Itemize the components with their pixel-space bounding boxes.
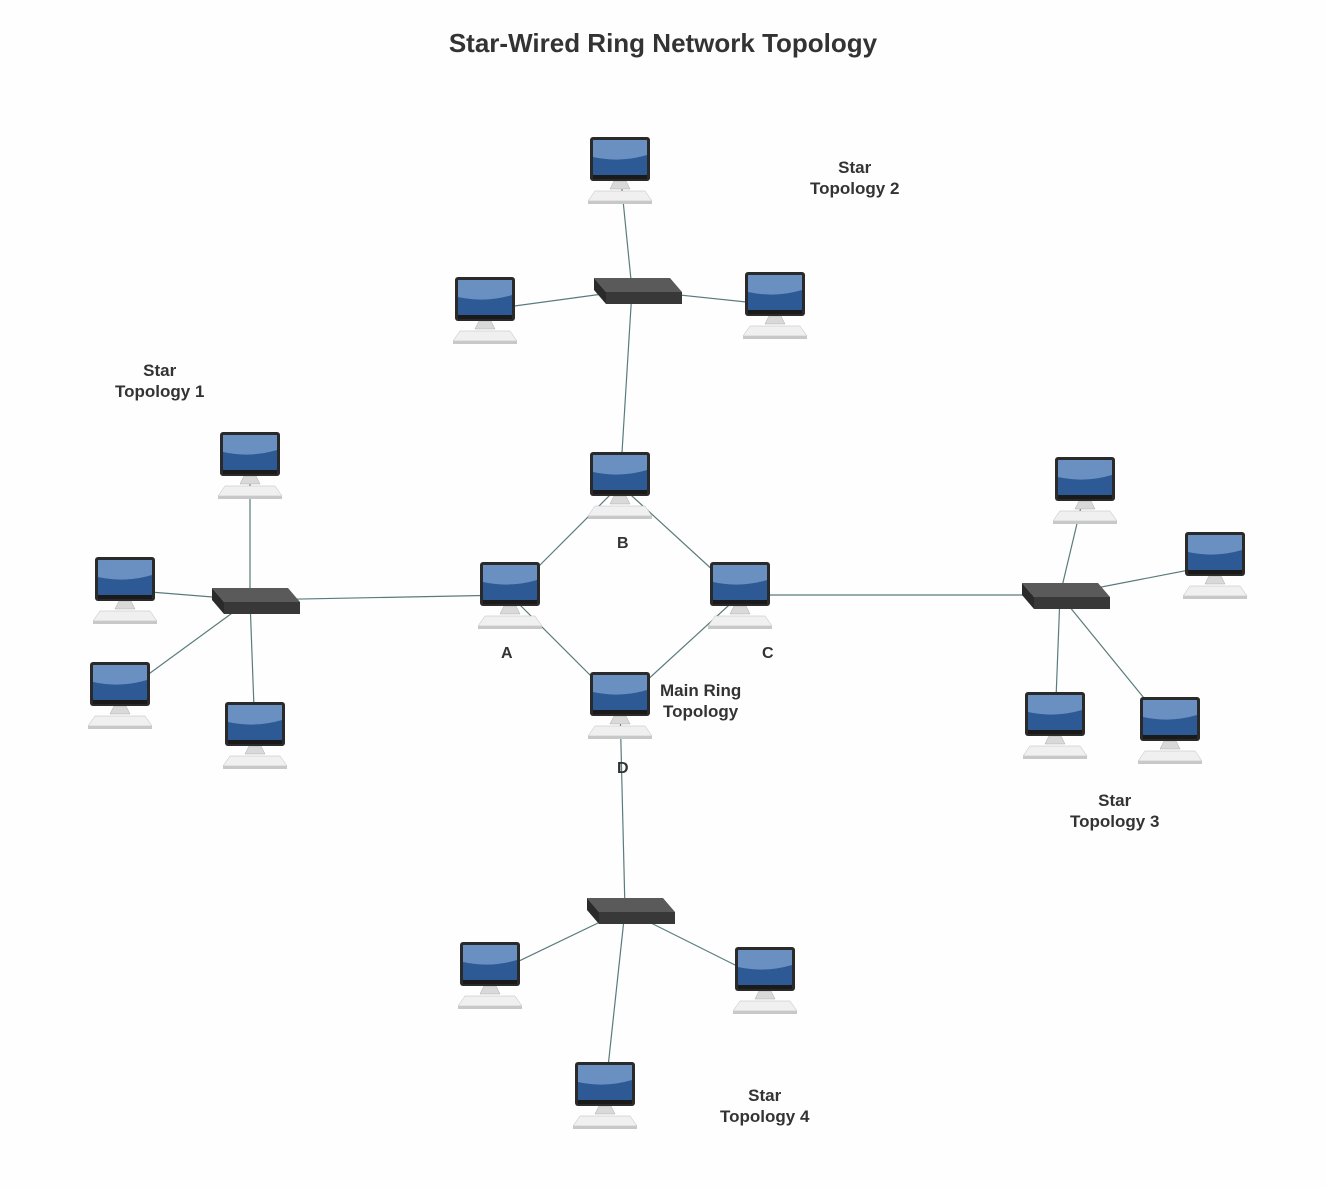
star4-computer-0 (450, 940, 530, 1010)
star2-label: Star Topology 2 (810, 157, 899, 200)
star1-computer-1 (85, 555, 165, 625)
star1-label: Star Topology 1 (115, 360, 204, 403)
star4-label: Star Topology 4 (720, 1085, 809, 1128)
ring-computer-a (470, 560, 550, 630)
star1-computer-0 (210, 430, 290, 500)
star4-hub (575, 890, 675, 930)
ring-letter-c: C (762, 645, 774, 663)
star3-hub (1010, 575, 1110, 615)
star3-computer-2 (1015, 690, 1095, 760)
ring-computer-c (700, 560, 780, 630)
main-ring-label: Main Ring Topology (660, 680, 741, 723)
star3-computer-1 (1175, 530, 1255, 600)
star2-computer-1 (445, 275, 525, 345)
star2-computer-2 (735, 270, 815, 340)
ring-letter-d: D (617, 760, 629, 778)
star2-hub (582, 270, 682, 310)
star1-computer-3 (215, 700, 295, 770)
ring-letter-a: A (501, 645, 513, 663)
star3-computer-0 (1045, 455, 1125, 525)
star3-label: Star Topology 3 (1070, 790, 1159, 833)
star4-computer-2 (565, 1060, 645, 1130)
ring-letter-b: B (617, 535, 629, 553)
star3-computer-3 (1130, 695, 1210, 765)
star1-computer-2 (80, 660, 160, 730)
star1-hub (200, 580, 300, 620)
ring-computer-d (580, 670, 660, 740)
edge-canvas (0, 0, 1326, 1188)
ring-computer-b (580, 450, 660, 520)
star2-computer-0 (580, 135, 660, 205)
star4-computer-1 (725, 945, 805, 1015)
